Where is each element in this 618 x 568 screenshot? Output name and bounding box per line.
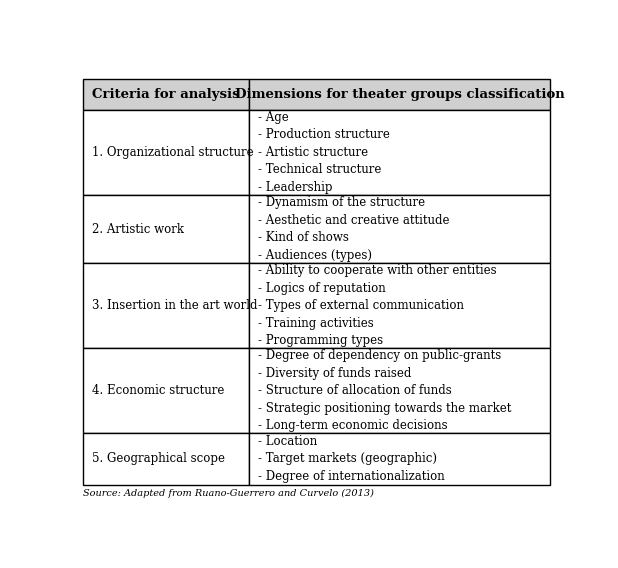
Bar (249, 263, 551, 348)
Bar (83, 348, 249, 433)
Text: 4. Economic structure: 4. Economic structure (91, 385, 224, 398)
Text: - Location
- Target markets (geographic)
- Degree of internationalization: - Location - Target markets (geographic)… (258, 435, 444, 483)
Text: Source: Adapted from Ruano-Guerrero and Curvelo (2013): Source: Adapted from Ruano-Guerrero and … (83, 489, 374, 498)
Bar (249, 195, 551, 263)
Text: 3. Insertion in the art world: 3. Insertion in the art world (91, 299, 257, 312)
Text: Dimensions for theater groups classification: Dimensions for theater groups classifica… (235, 88, 565, 101)
Bar (83, 110, 249, 195)
Text: 5. Geographical scope: 5. Geographical scope (91, 453, 224, 465)
Bar (83, 79, 249, 110)
Bar (249, 348, 551, 433)
Text: - Age
- Production structure
- Artistic structure
- Technical structure
- Leader: - Age - Production structure - Artistic … (258, 111, 389, 194)
Text: Criteria for analysis: Criteria for analysis (92, 88, 240, 101)
Text: - Ability to cooperate with other entities
- Logics of reputation
- Types of ext: - Ability to cooperate with other entiti… (258, 264, 496, 347)
Bar (83, 433, 249, 485)
Bar (249, 110, 551, 195)
Text: 1. Organizational structure: 1. Organizational structure (91, 146, 253, 159)
Text: 2. Artistic work: 2. Artistic work (91, 223, 184, 236)
Bar (249, 433, 551, 485)
Bar (249, 79, 551, 110)
Bar (83, 195, 249, 263)
Text: - Degree of dependency on public-grants
- Diversity of funds raised
- Structure : - Degree of dependency on public-grants … (258, 349, 511, 432)
Text: - Dynamism of the structure
- Aesthetic and creative attitude
- Kind of shows
- : - Dynamism of the structure - Aesthetic … (258, 197, 449, 262)
Bar (83, 263, 249, 348)
